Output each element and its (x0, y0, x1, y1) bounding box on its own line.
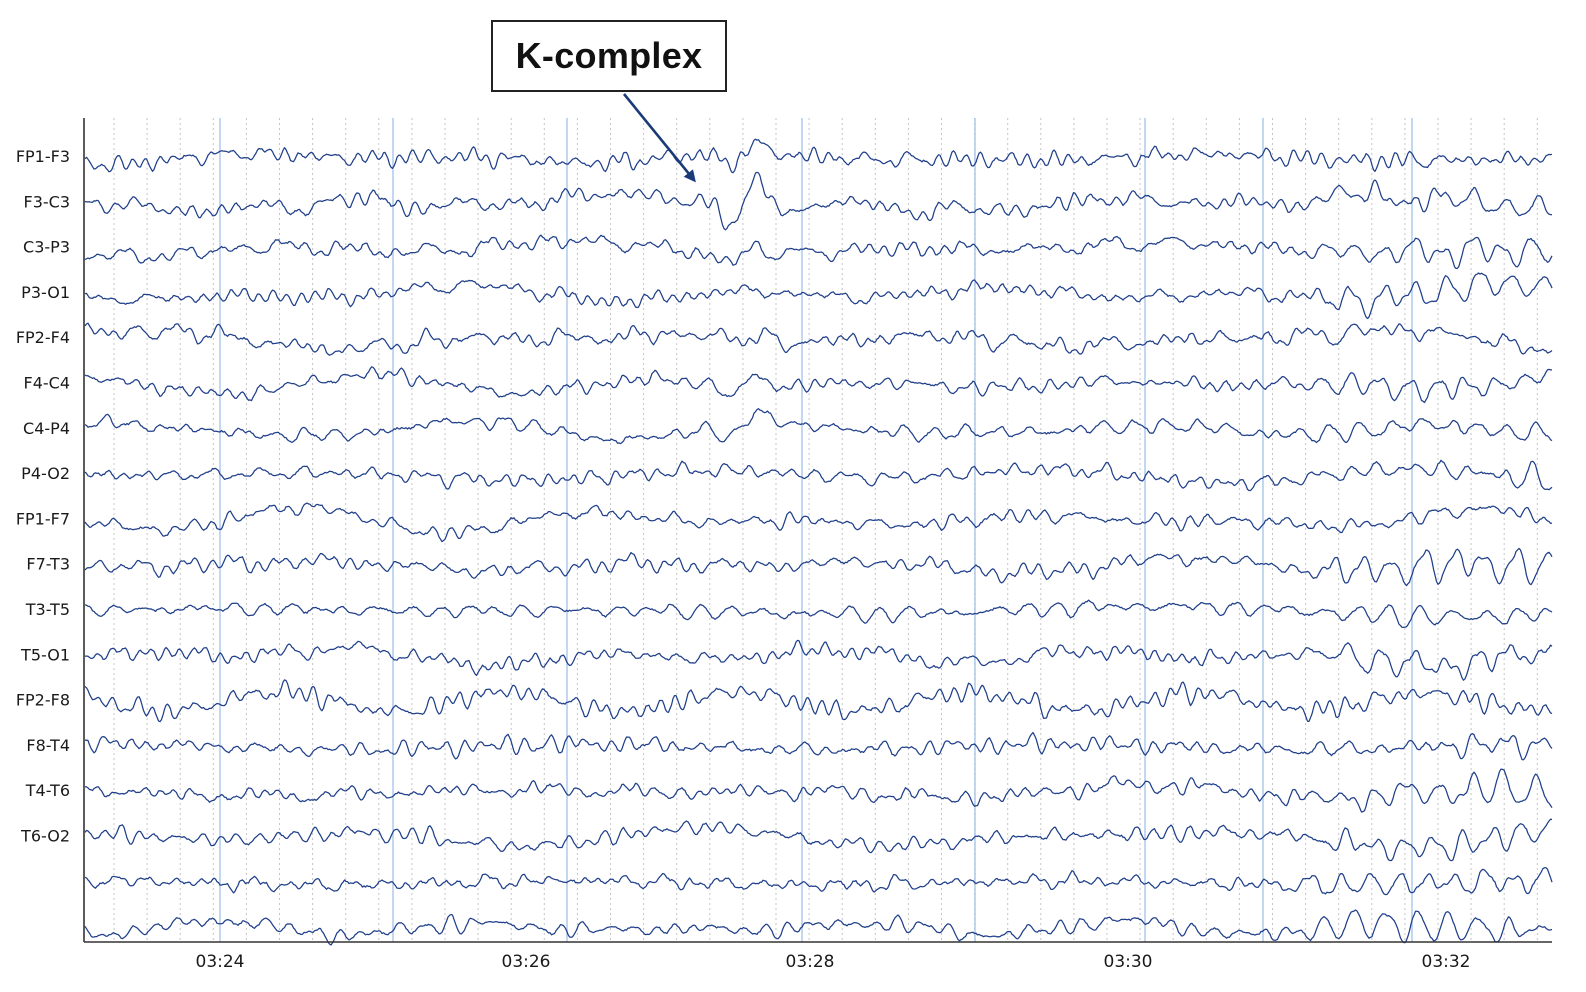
channel-label: FP2-F4 (16, 328, 70, 347)
eeg-trace-line (84, 867, 1553, 896)
eeg-trace-line (84, 408, 1553, 445)
x-tick-label: 03:26 (502, 952, 551, 972)
channel-label: C3-P3 (23, 238, 70, 257)
eeg-trace-line (85, 639, 1553, 681)
eeg-trace-line (84, 272, 1553, 320)
channel-label: P3-O1 (21, 283, 70, 302)
eeg-trace-line (84, 731, 1553, 761)
channel-label: T6-O2 (20, 827, 70, 846)
eeg-trace-line (84, 679, 1553, 723)
channel-label: P4-O2 (21, 464, 70, 483)
channel-label: FP1-F3 (16, 147, 70, 166)
eeg-trace-line (84, 234, 1553, 270)
annotation-arrow (622, 93, 696, 183)
channel-label: C4-P4 (23, 419, 70, 438)
x-tick-label: 03:24 (196, 952, 245, 972)
annotation-box: K-complex (491, 20, 727, 92)
eeg-traces (84, 138, 1553, 946)
x-tick-label: 03:32 (1422, 952, 1471, 972)
eeg-trace-line (84, 502, 1553, 543)
channel-label: F8-T4 (26, 736, 70, 755)
eeg-trace-line (84, 768, 1553, 813)
axes (83, 118, 1552, 943)
x-tick-label: 03:30 (1104, 952, 1153, 972)
channel-label: F4-C4 (23, 374, 70, 393)
channel-label: T4-T6 (25, 781, 70, 800)
time-tick-labels: 03:24 03:26 03:28 03:30 03:32 (196, 952, 1471, 972)
eeg-trace-line (84, 171, 1553, 231)
channel-label: FP1-F7 (16, 509, 70, 528)
channel-labels: FP1-F3 F3-C3 C3-P3 P3-O1 FP2-F4 F4-C4 C4-P4 P4-… (16, 147, 70, 846)
x-tick-label: 03:28 (786, 952, 835, 972)
channel-label: FP2-F8 (16, 691, 70, 710)
channel-label: F7-T3 (26, 555, 70, 574)
channel-label: F3-C3 (23, 192, 70, 211)
eeg-trace-line (84, 599, 1553, 629)
channel-label: T5-O1 (20, 645, 70, 664)
eeg-trace-line (84, 547, 1553, 587)
channel-label: T3-T5 (25, 600, 70, 619)
eeg-trace-line (84, 138, 1553, 174)
grid (113, 118, 1538, 942)
eeg-trace-line (84, 459, 1553, 492)
eeg-trace-line (84, 366, 1552, 404)
eeg-trace-line (84, 818, 1553, 862)
annotation-label: K-complex (515, 35, 703, 76)
eeg-trace-line (84, 909, 1553, 946)
eeg-trace-line (84, 322, 1553, 356)
